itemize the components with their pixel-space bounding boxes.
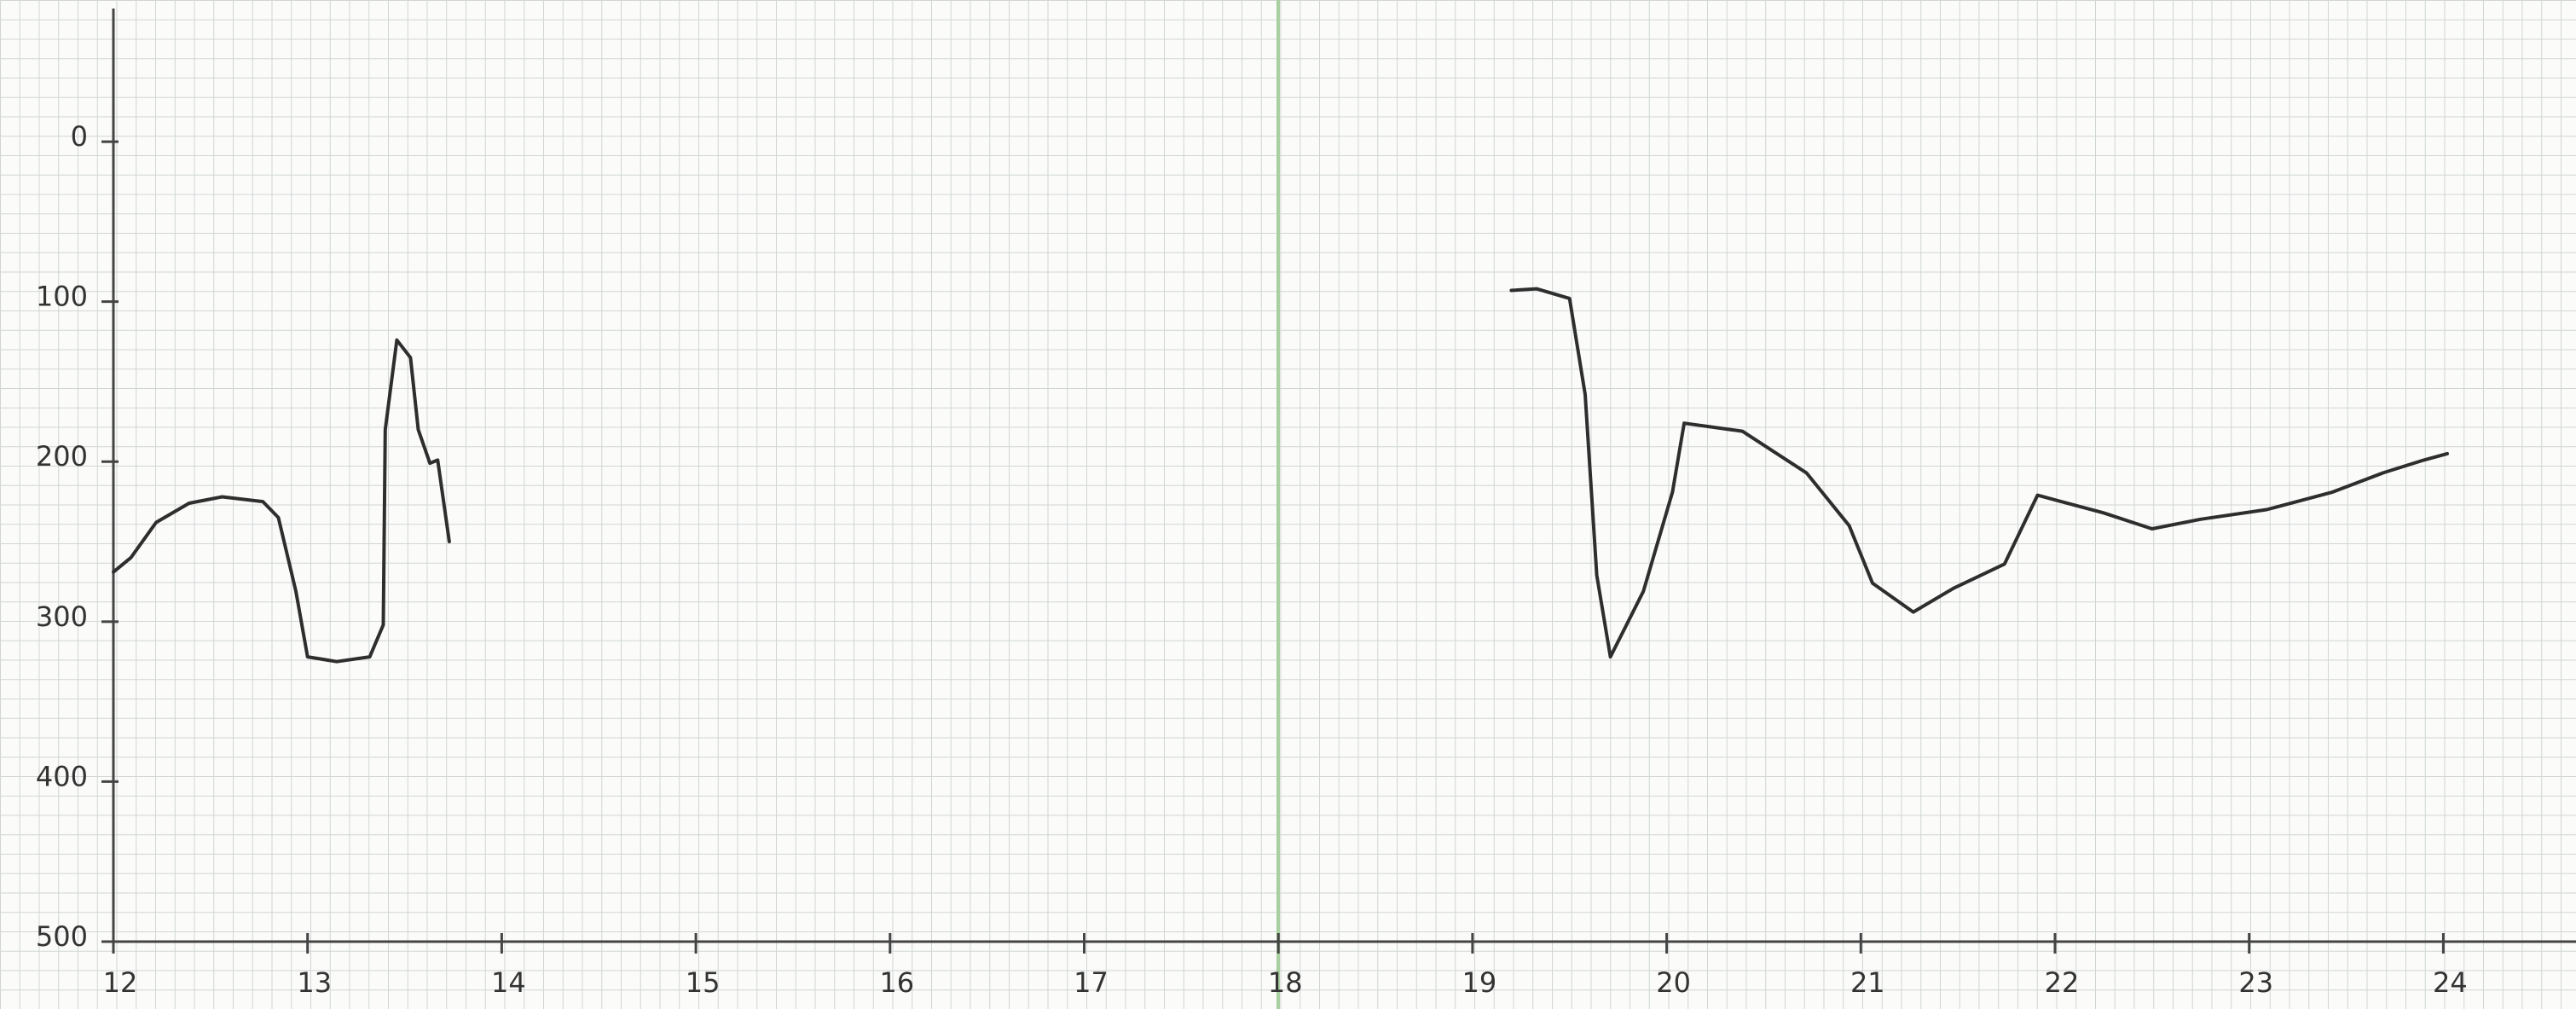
x-tick-label: 16: [879, 966, 914, 999]
data-line: [112, 338, 451, 664]
y-tick-label: 300: [36, 600, 88, 633]
x-tick-label: 19: [1462, 966, 1497, 999]
y-tick-label: 100: [36, 281, 88, 313]
x-tick-label: 12: [103, 966, 138, 999]
x-tick-label: 23: [2238, 966, 2273, 999]
x-tick-label: 24: [2433, 966, 2468, 999]
x-tick-label: 15: [686, 966, 721, 999]
data-line: [1509, 287, 2449, 659]
x-tick-label: 20: [1656, 966, 1691, 999]
y-tick-label: 500: [36, 920, 88, 953]
x-tick-label: 13: [297, 966, 332, 999]
y-tick-label: 400: [36, 760, 88, 792]
x-tick-label: 21: [1850, 966, 1885, 999]
x-tick-label: 18: [1268, 966, 1303, 999]
x-tick-label: 17: [1074, 966, 1109, 999]
y-tick-label: 200: [36, 440, 88, 473]
x-tick-label: 14: [491, 966, 526, 999]
y-tick-label: 0: [71, 120, 88, 153]
x-tick-label: 22: [2045, 966, 2080, 999]
